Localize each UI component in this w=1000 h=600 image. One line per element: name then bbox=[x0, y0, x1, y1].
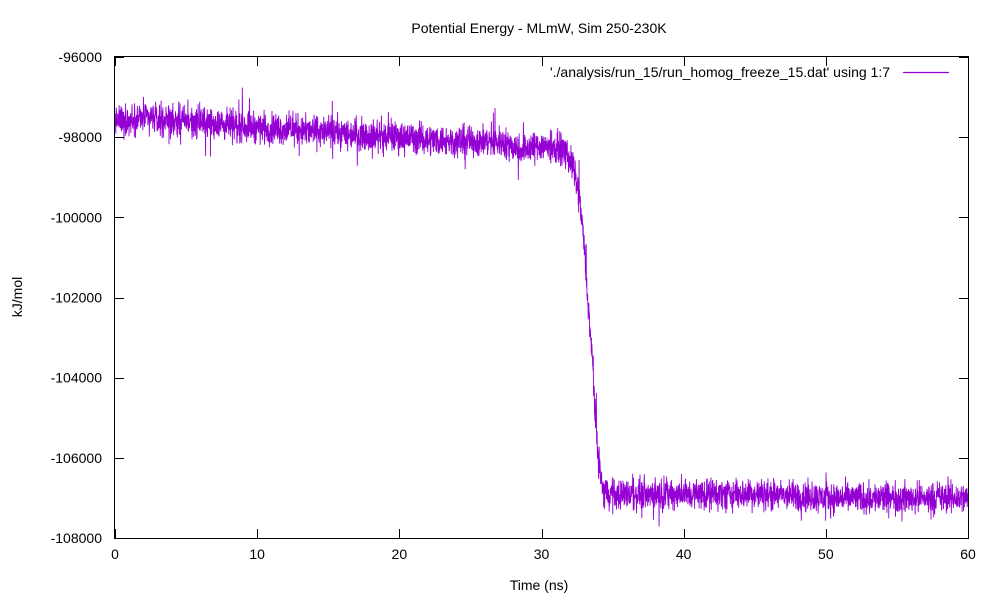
x-tick-label: 10 bbox=[249, 546, 265, 562]
y-axis-label: kJ/mol bbox=[9, 277, 25, 317]
x-tick-label: 0 bbox=[111, 546, 119, 562]
x-tick-label: 40 bbox=[676, 546, 692, 562]
y-tick-label: -96000 bbox=[58, 49, 102, 65]
y-tick-label: -106000 bbox=[51, 450, 103, 466]
y-tick-label: -102000 bbox=[51, 290, 103, 306]
series-line bbox=[114, 87, 969, 527]
plot-frame bbox=[114, 56, 969, 539]
x-tick-label: 20 bbox=[392, 546, 408, 562]
x-tick-label: 50 bbox=[818, 546, 834, 562]
axis-ticks: 0 10 20 30 40 50 60 -108000 -106000 -104000 -10200… bbox=[51, 49, 976, 562]
y-tick-label: -108000 bbox=[51, 530, 103, 546]
x-tick-label: 60 bbox=[960, 546, 976, 562]
y-tick-label: -98000 bbox=[58, 129, 102, 145]
y-tick-label: -100000 bbox=[51, 209, 103, 225]
legend: './analysis/run_15/run_homog_freeze_15.d… bbox=[550, 64, 949, 80]
x-tick-label: 30 bbox=[534, 546, 550, 562]
plot-area bbox=[114, 87, 969, 527]
y-tick-label: -104000 bbox=[51, 370, 103, 386]
x-axis-label: Time (ns) bbox=[510, 577, 569, 593]
chart-title: Potential Energy - MLmW, Sim 250-230K bbox=[411, 20, 667, 36]
legend-label: './analysis/run_15/run_homog_freeze_15.d… bbox=[550, 64, 890, 80]
